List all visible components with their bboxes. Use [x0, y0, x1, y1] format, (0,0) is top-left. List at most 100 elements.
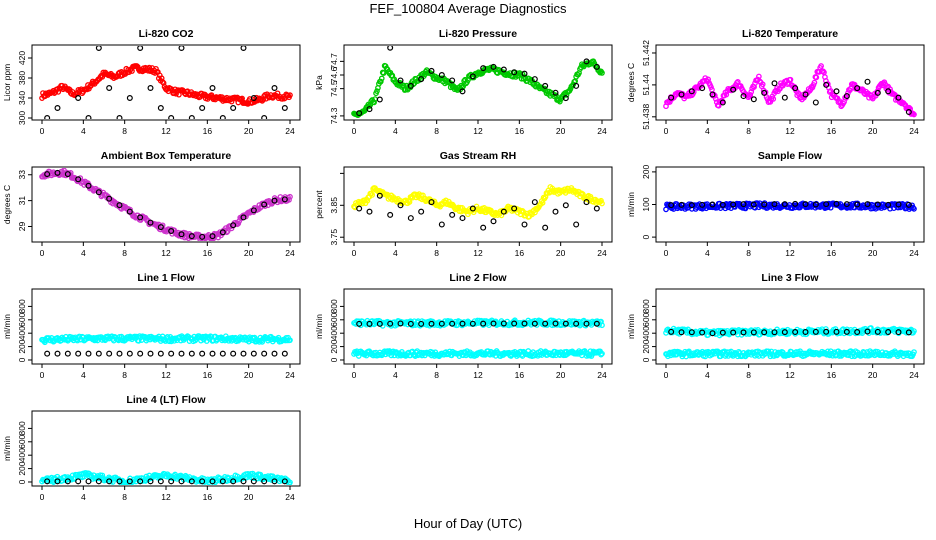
raw-point [767, 99, 774, 105]
y-axis-label: degrees C [626, 63, 636, 102]
plot-points [663, 63, 917, 118]
x-tick-label: 0 [352, 370, 357, 380]
x-tick-label: 16 [827, 248, 837, 258]
y-tick-label: 800 [17, 421, 27, 435]
average-point [583, 320, 590, 327]
x-tick-label: 12 [161, 248, 171, 258]
average-point [240, 46, 247, 51]
x-tick-label: 12 [161, 492, 171, 502]
y-tick-label: 380 [17, 71, 27, 85]
average-point [781, 94, 788, 101]
average-point [843, 201, 850, 208]
average-point [781, 201, 788, 208]
x-axis-label: Hour of Day (UTC) [413, 516, 523, 531]
y-tick-label: 0 [17, 479, 27, 484]
average-point [178, 46, 185, 51]
y-tick-label: 0 [17, 357, 27, 362]
average-point [261, 478, 268, 485]
x-tick-label: 4 [393, 126, 398, 136]
average-point [531, 199, 538, 206]
average-point [905, 329, 912, 336]
panel-box_temp: Ambient Box Temperature 0 4 8 12 16 20 24 29 31 33… [2, 150, 301, 258]
raw-point [907, 105, 914, 112]
x-tick-label: 16 [203, 492, 213, 502]
average-point [678, 201, 685, 208]
average-point [480, 320, 487, 327]
x-tick-label: 8 [122, 370, 127, 380]
raw-point [747, 91, 754, 98]
average-point [366, 208, 373, 215]
average-point [428, 199, 435, 206]
panel-rh: Gas Stream RH 0 4 8 12 16 20 24 3.75 3.85 percent [314, 150, 613, 258]
raw-point [284, 337, 290, 344]
average-point [480, 65, 487, 72]
average-point [106, 84, 113, 91]
y-tick-label: 600 [17, 312, 27, 326]
raw-point [813, 74, 820, 81]
average-point [905, 201, 912, 208]
average-point [397, 320, 404, 327]
average-point [885, 88, 892, 95]
y-tick-label: 3.75 [329, 229, 339, 246]
average-point [874, 328, 881, 335]
average-point [75, 176, 82, 183]
average-point [178, 478, 185, 485]
average-point [833, 88, 840, 95]
average-point [854, 328, 861, 335]
average-point [85, 182, 92, 189]
panel-pressure: Li-820 Pressure 0 4 8 12 16 20 24 74.3 74.574.674… [314, 28, 613, 136]
panel-title: Li-820 Pressure [439, 28, 517, 40]
x-tick-label: 16 [827, 370, 837, 380]
average-point [95, 350, 102, 357]
average-point [511, 69, 518, 76]
average-point [387, 320, 394, 327]
average-point [593, 205, 600, 212]
average-point [668, 94, 675, 101]
x-tick-label: 4 [81, 370, 86, 380]
raw-point [787, 76, 794, 83]
x-tick-label: 4 [393, 248, 398, 258]
average-point [895, 94, 902, 101]
average-point [823, 81, 830, 88]
average-point [64, 350, 71, 357]
average-point [740, 93, 747, 100]
y-tick-label: 420 [17, 51, 27, 65]
average-point [199, 233, 206, 240]
average-point [157, 224, 164, 231]
x-tick-label: 20 [556, 370, 566, 380]
average-point [552, 320, 559, 327]
x-tick-label: 16 [203, 248, 213, 258]
y-axis-label: ml/min [314, 314, 324, 339]
x-tick-label: 20 [244, 126, 254, 136]
raw-point [911, 206, 917, 212]
y-tick-label: 400 [641, 326, 651, 340]
x-tick-label: 8 [434, 370, 439, 380]
average-point [44, 171, 51, 178]
x-tick-label: 4 [393, 370, 398, 380]
raw-point [911, 349, 917, 355]
average-point [281, 196, 288, 203]
average-point [376, 192, 383, 199]
average-point [750, 96, 757, 103]
raw-point [99, 472, 106, 479]
raw-point [832, 326, 839, 332]
average-point [573, 320, 580, 327]
y-tick-label: 51.442 [641, 40, 651, 66]
average-point [438, 221, 445, 228]
average-point [147, 350, 154, 357]
average-point [459, 88, 466, 95]
average-point [730, 86, 737, 93]
average-point [449, 320, 456, 327]
average-point [64, 478, 71, 485]
panel-temperature: Li-820 Temperature 0 4 8 12 16 20 24 51.438 51.44… [626, 28, 925, 136]
average-point [75, 94, 82, 101]
average-point [75, 478, 82, 485]
x-tick-label: 0 [352, 126, 357, 136]
y-tick-label: 0 [641, 234, 651, 239]
average-point [54, 169, 61, 176]
average-point [719, 201, 726, 208]
y-tick-label: 29 [17, 221, 27, 231]
average-point [521, 70, 528, 77]
